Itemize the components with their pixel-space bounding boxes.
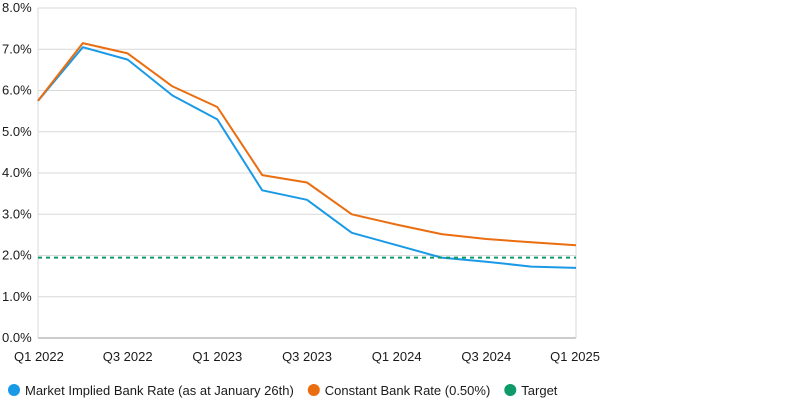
y-tick-label: 4.0% <box>2 165 32 180</box>
series-line-0 <box>37 46 577 269</box>
x-tick-label: Q3 2023 <box>282 349 332 364</box>
x-tick-label: Q3 2022 <box>103 349 153 364</box>
legend-marker <box>307 384 320 396</box>
gridlines <box>37 7 577 339</box>
y-tick-label: 7.0% <box>2 41 32 56</box>
y-tick-label: 6.0% <box>2 83 32 98</box>
x-tick-label: Q1 2023 <box>192 349 242 364</box>
x-axis-ticks: Q1 2022 Q3 2022 Q1 2023 Q3 2023 Q1 2024 Q3 20… <box>14 349 600 364</box>
legend-label: Market Implied Bank Rate (as at January … <box>25 383 294 398</box>
series-line-1 <box>37 42 577 247</box>
x-tick-label: Q3 2024 <box>461 349 511 364</box>
y-tick-label: 2.0% <box>2 248 32 263</box>
y-tick-label: 5.0% <box>2 124 32 139</box>
y-tick-label: 1.0% <box>2 289 32 304</box>
legend-label: Target <box>521 383 558 398</box>
legend-marker <box>504 384 517 396</box>
legend: Market Implied Bank Rate (as at January … <box>8 383 558 398</box>
series-lines <box>37 42 577 269</box>
y-tick-label: 3.0% <box>2 206 32 221</box>
legend-marker <box>8 384 20 396</box>
x-tick-label: Q1 2022 <box>14 349 64 364</box>
y-tick-label: 8.0% <box>2 0 32 15</box>
y-tick-label: 0.0% <box>2 330 32 345</box>
x-tick-label: Q1 2024 <box>372 349 422 364</box>
y-axis-ticks: 0.0% 1.0% 2.0% 3.0% 4.0% 5.0% 6.0% 7.0% 8.0% <box>2 0 32 345</box>
legend-label: Constant Bank Rate (0.50%) <box>325 383 490 398</box>
x-tick-label: Q1 2025 <box>550 349 600 364</box>
